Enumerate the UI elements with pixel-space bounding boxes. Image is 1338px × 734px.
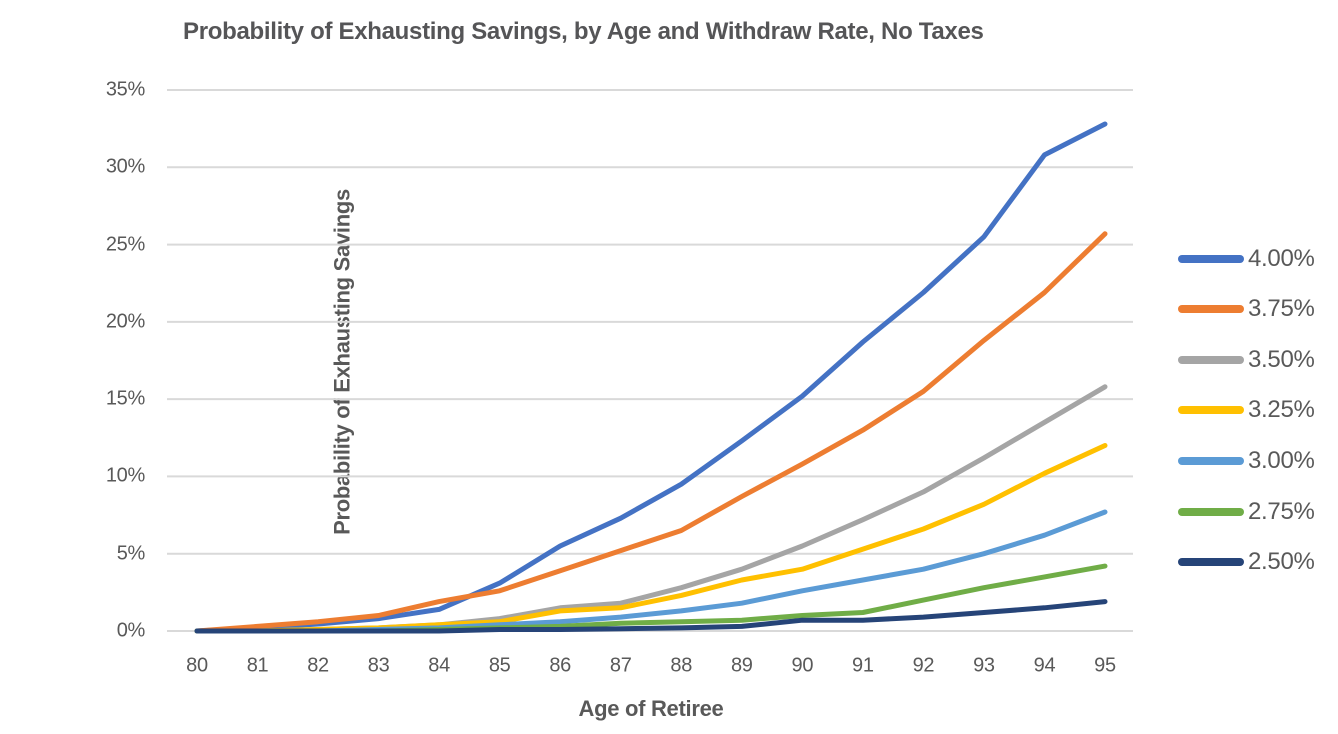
x-tick-label: 86	[549, 654, 572, 677]
x-tick-label: 88	[670, 654, 693, 677]
legend-swatch	[1178, 406, 1244, 415]
series-line-375	[194, 231, 1108, 634]
legend-swatch	[1178, 254, 1244, 263]
legend-label: 3.25%	[1248, 396, 1315, 424]
legend-item: 3.25%	[1178, 396, 1315, 424]
y-tick-label: 20%	[105, 310, 145, 333]
series-line-250	[194, 599, 1108, 634]
y-tick-label: 30%	[105, 155, 145, 178]
legend-swatch	[1178, 355, 1244, 364]
y-tick-label: 15%	[105, 387, 145, 410]
series-line-400	[194, 121, 1108, 634]
x-tick-label: 81	[246, 654, 269, 677]
legend-item: 2.75%	[1178, 498, 1315, 526]
x-tick-label: 80	[186, 654, 208, 677]
x-tick-label: 94	[1033, 654, 1056, 677]
legend-label: 2.50%	[1248, 548, 1315, 576]
x-tick-label: 92	[912, 654, 935, 677]
legend-label: 2.75%	[1248, 497, 1315, 525]
legend-item: 4.00%	[1178, 245, 1315, 273]
legend-swatch	[1178, 456, 1244, 465]
x-tick-label: 93	[973, 654, 995, 677]
x-tick-label: 85	[488, 654, 511, 677]
x-axis-title: Age of Retiree	[578, 696, 724, 721]
x-tick-label: 90	[791, 654, 814, 677]
legend-label: 3.00%	[1248, 446, 1315, 474]
legend-item: 3.00%	[1178, 447, 1315, 475]
legend-label: 3.75%	[1248, 295, 1315, 323]
legend-swatch	[1178, 558, 1244, 567]
x-tick-label: 83	[367, 654, 390, 677]
legend-swatch	[1178, 507, 1244, 516]
x-tick-label: 89	[730, 654, 753, 677]
y-tick-label: 25%	[105, 233, 145, 256]
y-tick-label: 10%	[105, 464, 145, 487]
x-tick-label: 87	[609, 654, 632, 677]
legend-item: 3.50%	[1178, 346, 1315, 374]
legend-label: 4.00%	[1248, 244, 1315, 272]
legend-item: 2.50%	[1178, 548, 1315, 576]
x-tick-label: 82	[307, 654, 329, 677]
x-tick-label: 91	[852, 654, 874, 677]
x-tick-label: 84	[428, 654, 450, 677]
y-tick-label: 0%	[116, 619, 146, 642]
y-tick-label: 5%	[116, 542, 146, 565]
y-tick-label: 35%	[105, 78, 145, 101]
chart-title: Probability of Exhausting Savings, by Ag…	[183, 18, 984, 45]
legend-label: 3.50%	[1248, 345, 1315, 373]
legend-swatch	[1178, 305, 1244, 314]
x-tick-label: 95	[1094, 654, 1116, 677]
legend-item: 3.75%	[1178, 295, 1315, 323]
